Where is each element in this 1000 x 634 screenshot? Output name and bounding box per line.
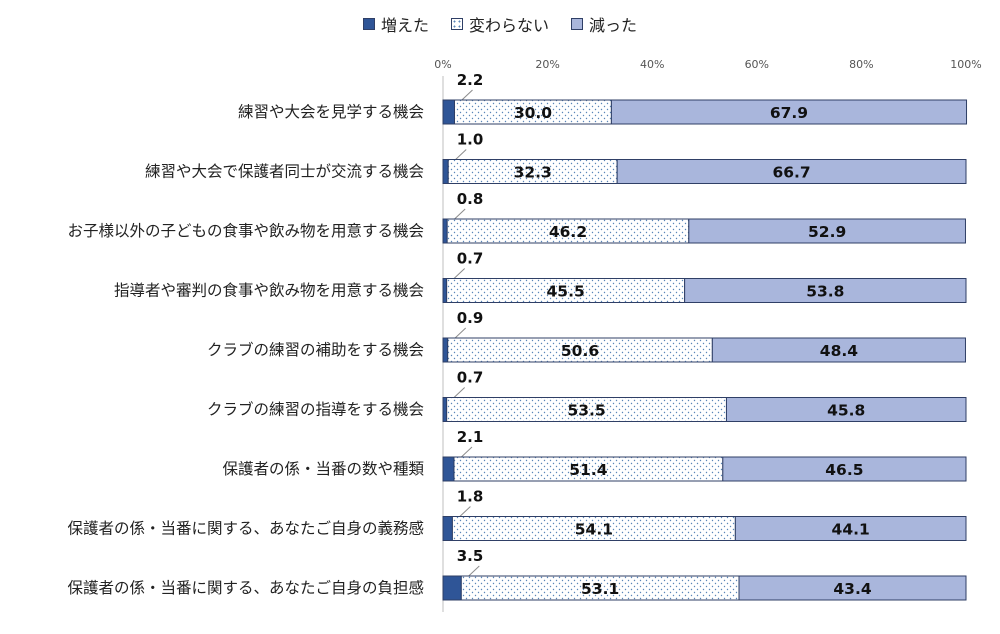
bar-segment: [442, 99, 456, 125]
bar-segment: [722, 456, 967, 482]
bar-segment: [616, 159, 967, 184]
bar-segment: [442, 337, 449, 363]
bar-segment: [447, 337, 713, 363]
x-tick-label: 40%: [640, 58, 664, 71]
data-label: 43.4: [833, 580, 871, 598]
data-label: 46.2: [549, 223, 587, 241]
category-label: 指導者や審判の食事や飲み物を用意する機会: [114, 281, 424, 300]
legend-label-decreased: 減った: [589, 16, 638, 35]
bar-segment: [460, 575, 740, 601]
data-label: 66.7: [772, 164, 810, 182]
data-label: 3.5: [457, 547, 484, 565]
bar-segment: [734, 516, 967, 541]
data-label: 50.6: [561, 342, 599, 360]
data-label: 0.9: [457, 309, 484, 327]
data-label: 52.9: [808, 223, 846, 241]
category-label: クラブの練習の指導をする機会: [207, 400, 424, 419]
bar-segment: [442, 397, 448, 422]
data-label: 1.8: [457, 488, 484, 506]
legend-label-unchanged: 変わらない: [468, 16, 549, 35]
bar-segment: [738, 575, 967, 601]
legend-item-decreased: 減った: [571, 12, 637, 36]
data-label: 2.2: [457, 71, 484, 89]
x-tick-label: 100%: [950, 58, 981, 71]
data-label: 67.9: [770, 104, 808, 122]
bar-segment: [442, 218, 448, 244]
category-label: 保護者の係・当番の数や種類: [222, 460, 424, 478]
x-tick-label: 20%: [535, 58, 559, 71]
legend-swatch-unchanged: [450, 18, 463, 30]
chart-legend: 増えた 変わらない 減った: [0, 12, 1000, 36]
data-label: 53.1: [581, 580, 619, 598]
category-label: お子様以外の子どもの食事や飲み物を用意する機会: [67, 221, 424, 240]
data-label: 45.8: [827, 402, 865, 420]
legend-item-increased: 増えた: [362, 12, 429, 36]
data-label: 0.8: [457, 190, 484, 208]
category-label: 練習や大会を見学する機会: [238, 103, 424, 121]
x-tick-label: 0%: [434, 58, 451, 71]
category-label: 保護者の係・当番に関する、あなたご自身の負担感: [67, 579, 424, 597]
bar-segment: [442, 575, 462, 601]
category-label: 練習や大会で保護者同士が交流する機会: [145, 163, 424, 181]
data-label: 44.1: [832, 521, 870, 539]
data-label: 46.5: [825, 461, 863, 479]
bar-segment: [446, 397, 727, 422]
bar-segment: [725, 397, 967, 422]
bar-segment: [442, 278, 448, 303]
data-label: 2.1: [457, 428, 484, 446]
data-label: 30.0: [514, 104, 552, 122]
data-label: 53.8: [806, 283, 844, 301]
category-label: クラブの練習の補助をする機会: [207, 340, 424, 359]
data-label: 1.0: [457, 131, 484, 149]
bar-segment: [454, 99, 612, 125]
legend-swatch-increased: [362, 18, 375, 30]
bar-segment: [442, 456, 455, 482]
x-tick-label: 60%: [745, 58, 769, 71]
bar-segment: [442, 159, 449, 184]
bar-segment: [684, 278, 967, 303]
bar-segment: [446, 218, 690, 244]
bar-segment: [442, 516, 453, 541]
data-label: 45.5: [547, 283, 585, 301]
legend-label-increased: 増えた: [380, 16, 429, 35]
bar-segment: [610, 99, 968, 125]
bar-segment: [447, 159, 618, 184]
legend-swatch-decreased: [571, 18, 583, 30]
bar-segment: [688, 218, 966, 244]
legend-item-unchanged: 変わらない: [450, 12, 549, 36]
data-label: 32.3: [514, 164, 552, 182]
data-label: 48.4: [820, 342, 858, 360]
x-tick-label: 80%: [849, 58, 873, 71]
data-label: 53.5: [567, 402, 605, 420]
bar-segment: [711, 337, 966, 363]
data-label: 54.1: [575, 521, 613, 539]
data-label: 51.4: [569, 461, 607, 479]
data-label: 0.7: [457, 250, 484, 268]
bar-segment: [446, 278, 686, 303]
data-label: 0.7: [457, 369, 484, 387]
category-label: 保護者の係・当番に関する、あなたご自身の義務感: [67, 520, 424, 538]
